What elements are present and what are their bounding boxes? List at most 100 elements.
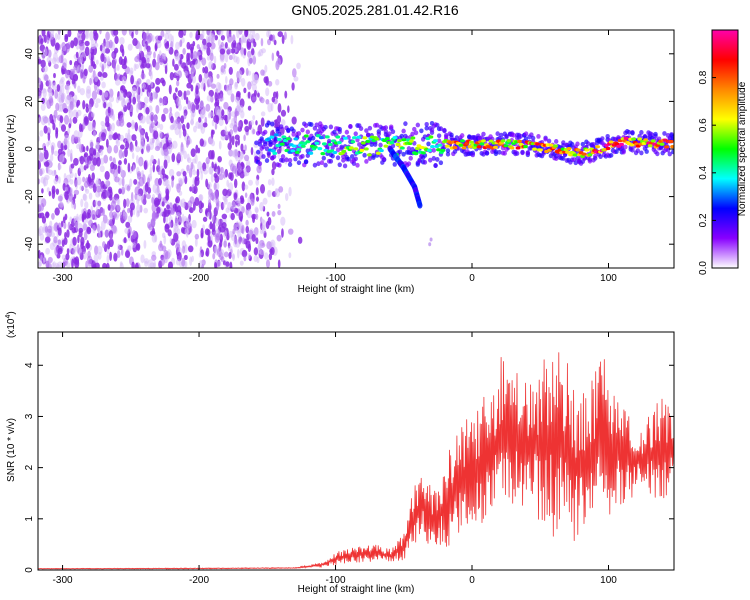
signal-halo <box>300 127 305 133</box>
signal-halo <box>424 125 429 131</box>
noise-speckle <box>153 113 158 124</box>
signal-core <box>575 148 581 152</box>
noise-speckle <box>85 188 90 194</box>
noise-speckle <box>98 231 102 239</box>
noise-speckle <box>267 189 272 198</box>
noise-speckle <box>82 30 86 35</box>
signal-core <box>532 147 537 151</box>
signal-halo <box>585 141 591 147</box>
noise-speckle <box>211 129 215 135</box>
noise-speckle <box>54 246 59 257</box>
noise-speckle <box>86 239 90 250</box>
signal-halo <box>257 161 263 167</box>
noise-speckle <box>211 222 216 233</box>
noise-speckle <box>225 207 230 214</box>
signal-halo <box>671 134 674 140</box>
signal-core <box>500 139 506 143</box>
signal-halo <box>264 158 270 163</box>
spectrogram-ytick-label: -20 <box>24 189 35 204</box>
signal-halo <box>326 138 332 144</box>
signal-halo <box>569 141 575 147</box>
noise-speckle <box>150 121 155 129</box>
noise-speckle <box>234 111 240 117</box>
noise-speckle <box>202 216 208 222</box>
signal-halo <box>381 157 387 162</box>
noise-speckle <box>47 79 52 90</box>
noise-speckle <box>227 142 232 150</box>
noise-speckle <box>146 135 150 143</box>
noise-speckle <box>232 124 238 133</box>
noise-speckle <box>219 239 223 248</box>
noise-speckle <box>114 176 120 183</box>
signal-halo <box>323 162 328 168</box>
signal-halo <box>481 131 486 137</box>
noise-speckle <box>136 86 140 95</box>
signal-halo <box>504 133 509 139</box>
noise-speckle <box>261 98 265 104</box>
noise-speckle <box>107 106 111 114</box>
signal-halo <box>270 121 275 127</box>
noise-speckle <box>244 144 247 152</box>
noise-speckle <box>52 82 57 91</box>
noise-speckle <box>231 118 235 127</box>
noise-speckle <box>64 144 68 151</box>
noise-speckle <box>105 138 109 148</box>
noise-speckle <box>119 36 125 45</box>
noise-speckle <box>68 123 72 129</box>
noise-speckle <box>111 224 117 234</box>
noise-speckle <box>229 129 234 136</box>
noise-speckle <box>127 215 133 224</box>
noise-speckle <box>139 158 143 167</box>
noise-speckle <box>83 211 87 219</box>
noise-speckle <box>41 97 45 104</box>
signal-core <box>445 144 450 148</box>
noise-speckle <box>293 76 299 82</box>
noise-speckle <box>172 140 178 149</box>
noise-speckle <box>146 34 152 44</box>
signal-core <box>341 149 347 153</box>
noise-speckle <box>57 148 63 156</box>
signal-halo <box>649 132 655 138</box>
signal-halo <box>286 127 291 133</box>
noise-speckle <box>176 152 182 161</box>
noise-speckle <box>77 85 81 94</box>
noise-speckle <box>234 96 240 103</box>
noise-speckle <box>69 101 74 111</box>
noise-speckle <box>200 202 205 209</box>
noise-speckle <box>250 47 255 56</box>
signal-core <box>623 136 629 140</box>
noise-speckle <box>111 196 117 204</box>
noise-speckle <box>245 202 252 211</box>
signal-halo <box>600 136 605 142</box>
signal-halo <box>431 156 436 161</box>
noise-speckle <box>126 102 131 111</box>
noise-speckle <box>179 39 183 47</box>
spectrogram-xlabel: Height of straight line (km) <box>298 284 415 295</box>
noise-speckle <box>113 144 119 154</box>
noise-speckle <box>218 117 224 127</box>
signal-core <box>430 144 435 149</box>
noise-speckle <box>270 239 276 249</box>
noise-speckle <box>237 236 243 244</box>
signal-core <box>353 147 359 151</box>
noise-speckle <box>292 68 297 78</box>
noise-speckle <box>92 130 97 137</box>
signal-halo <box>546 138 552 144</box>
noise-speckle <box>51 212 55 220</box>
noise-speckle <box>97 71 103 78</box>
signal-halo <box>493 149 499 155</box>
noise-speckle <box>248 179 253 186</box>
noise-speckle <box>184 227 189 236</box>
noise-speckle <box>130 209 133 218</box>
noise-speckle <box>121 75 127 85</box>
noise-speckle <box>38 196 43 206</box>
noise-speckle <box>243 167 248 177</box>
noise-speckle <box>205 247 210 257</box>
noise-speckle <box>223 62 227 69</box>
signal-core <box>523 145 528 149</box>
noise-speckle <box>291 82 295 91</box>
noise-speckle <box>149 166 153 176</box>
snr-xtick-label: 0 <box>469 575 475 586</box>
signal-halo <box>254 155 259 161</box>
signal-core <box>518 142 524 147</box>
